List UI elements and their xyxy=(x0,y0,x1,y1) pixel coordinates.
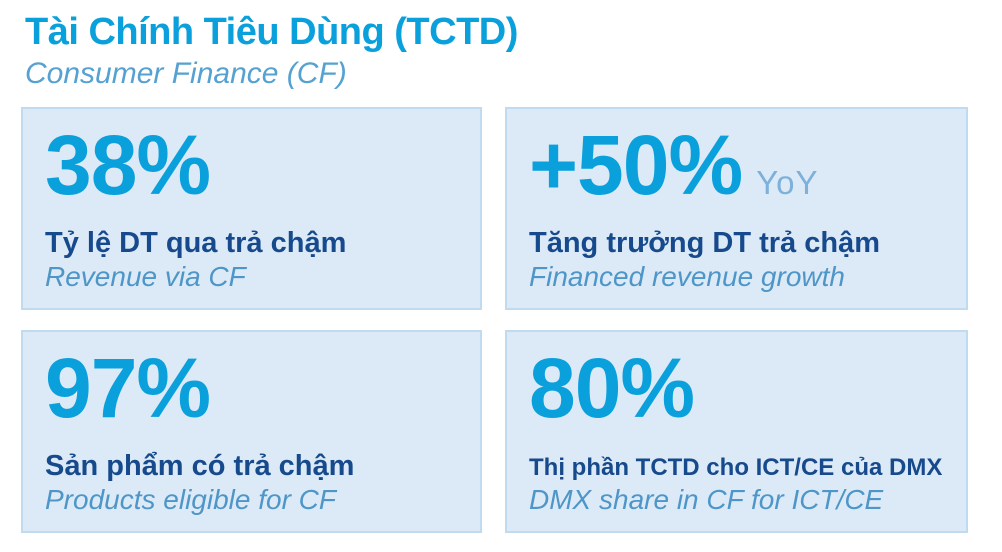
stat-value-row: 97% xyxy=(45,344,458,432)
stat-label: Thị phần TCTD cho ICT/CE của DMX xyxy=(529,454,943,482)
stat-label: Tỷ lệ DT qua trả chậm xyxy=(45,226,347,259)
stat-value: 97% xyxy=(45,341,211,435)
stat-card-products-eligible: 97% Sản phẩm có trả chậm Products eligib… xyxy=(21,330,482,533)
stat-sublabel: DMX share in CF for ICT/CE xyxy=(529,484,884,516)
stat-label: Sản phẩm có trả chậm xyxy=(45,449,355,482)
page-subtitle: Consumer Finance (CF) xyxy=(25,56,347,90)
stat-value-row: +50% YoY xyxy=(529,121,944,209)
stat-value: 80% xyxy=(529,341,695,435)
stat-value: 38% xyxy=(45,118,211,212)
header: Tài Chính Tiêu Dùng (TCTD) Consumer Fina… xyxy=(25,11,518,90)
stat-card-revenue-via-cf: 38% Tỷ lệ DT qua trả chậm Revenue via CF xyxy=(21,107,482,310)
stat-label: Tăng trưởng DT trả chậm xyxy=(529,226,880,259)
stat-value: +50% xyxy=(529,118,743,212)
stat-sublabel: Products eligible for CF xyxy=(45,484,337,516)
yoy-suffix: YoY xyxy=(756,164,819,201)
stat-labels: Thị phần TCTD cho ICT/CE của DMX DMX sha… xyxy=(529,454,944,516)
stat-value-row: 38% xyxy=(45,121,458,209)
stat-labels: Tỷ lệ DT qua trả chậm Revenue via CF xyxy=(45,227,458,293)
stat-card-financed-revenue-growth: +50% YoY Tăng trưởng DT trả chậm Finance… xyxy=(505,107,968,310)
stat-cards-grid: 38% Tỷ lệ DT qua trả chậm Revenue via CF… xyxy=(21,107,968,533)
stat-sublabel: Revenue via CF xyxy=(45,261,246,293)
stat-card-dmx-share: 80% Thị phần TCTD cho ICT/CE của DMX DMX… xyxy=(505,330,968,533)
stat-value-row: 80% xyxy=(529,344,944,432)
stat-labels: Sản phẩm có trả chậm Products eligible f… xyxy=(45,450,458,516)
stat-labels: Tăng trưởng DT trả chậm Financed revenue… xyxy=(529,227,944,293)
page-title: Tài Chính Tiêu Dùng (TCTD) xyxy=(25,11,518,53)
stat-sublabel: Financed revenue growth xyxy=(529,261,845,293)
